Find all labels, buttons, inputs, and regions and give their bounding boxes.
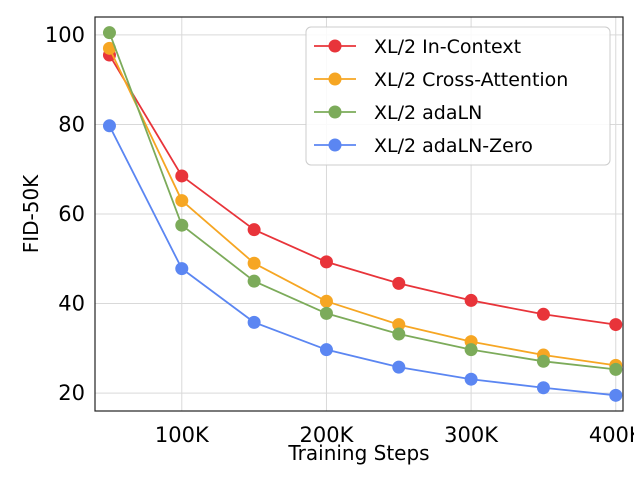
y-tick-label: 80 — [58, 112, 85, 136]
series-lines — [102, 26, 623, 402]
legend-item: XL/2 Cross-Attention — [314, 69, 568, 91]
data-point — [247, 223, 261, 237]
data-point — [319, 255, 333, 269]
legend-item: XL/2 adaLN-Zero — [314, 135, 533, 157]
legend-label: XL/2 adaLN-Zero — [374, 135, 533, 157]
y-tick-label: 20 — [58, 381, 85, 405]
legend-box — [305, 26, 611, 166]
data-point — [175, 169, 189, 183]
legend-label: XL/2 In-Context — [374, 36, 521, 58]
series-0 — [102, 48, 623, 332]
y-tick-label: 100 — [45, 23, 85, 47]
legend-label: XL/2 Cross-Attention — [374, 69, 568, 91]
data-point — [102, 26, 116, 40]
x-axis-title: Training Steps — [287, 441, 429, 465]
legend-label: XL/2 adaLN — [374, 102, 482, 124]
series-line — [108, 47, 616, 367]
legend: XL/2 In-Context XL/2 Cross-Attention XL/2 … — [305, 26, 611, 166]
data-point — [392, 276, 406, 290]
legend-marker — [328, 105, 342, 119]
data-point — [464, 293, 478, 307]
data-point — [102, 119, 116, 133]
x-tick-label: 300K — [444, 423, 499, 447]
data-point — [609, 362, 623, 376]
plot-frame — [94, 16, 624, 412]
data-point — [319, 306, 333, 320]
data-point — [392, 327, 406, 341]
data-point — [392, 318, 406, 332]
data-point — [175, 262, 189, 276]
x-tick-label: 200K — [300, 423, 355, 447]
legend-item: XL/2 In-Context — [314, 36, 521, 58]
x-tick-label: 100K — [155, 423, 210, 447]
data-point — [102, 41, 116, 55]
series-3 — [102, 119, 623, 402]
y-tick-label: 60 — [58, 202, 85, 226]
x-tick-label: 400K — [589, 423, 634, 447]
data-point — [536, 307, 550, 321]
data-point — [247, 274, 261, 288]
legend-item: XL/2 adaLN — [314, 102, 482, 124]
tick-labels: 100K 200K 300K 400K 20 40 60 80 100 — [45, 23, 634, 447]
series-line — [108, 54, 616, 326]
y-axis-title: FID-50K — [19, 174, 43, 253]
data-point — [464, 343, 478, 357]
data-point — [319, 294, 333, 308]
series-line — [108, 32, 616, 371]
legend-marker — [328, 39, 342, 53]
data-point — [536, 354, 550, 368]
data-point — [319, 343, 333, 357]
data-point — [392, 360, 406, 374]
y-tick-label: 40 — [58, 292, 85, 316]
legend-marker — [328, 72, 342, 86]
series-line — [108, 125, 616, 397]
data-point — [247, 256, 261, 270]
data-point — [536, 381, 550, 395]
data-point — [247, 315, 261, 329]
series-2 — [102, 26, 623, 376]
legend-marker — [328, 138, 342, 152]
data-point — [609, 318, 623, 332]
data-point — [609, 388, 623, 402]
data-point — [175, 218, 189, 232]
series-1 — [102, 41, 623, 372]
data-point — [464, 372, 478, 386]
data-point — [175, 194, 189, 208]
